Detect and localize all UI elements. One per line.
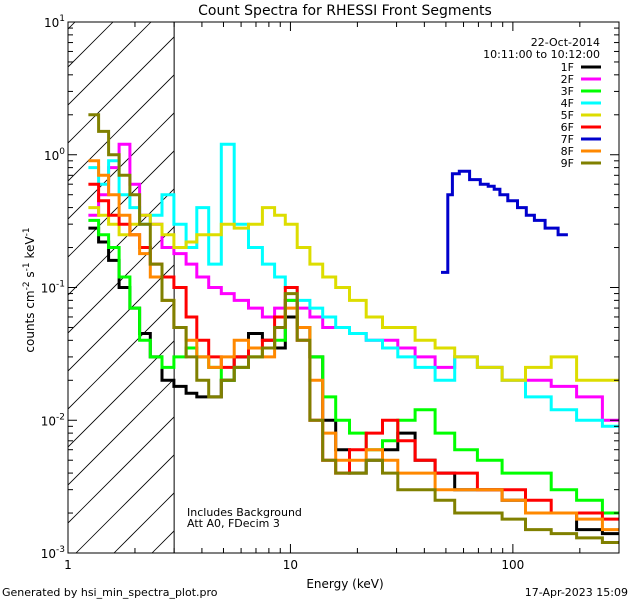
series-layer xyxy=(88,113,619,544)
legend: 22-Oct-2014 10:11:00 to 10:12:00 1F2F3F4… xyxy=(483,36,601,170)
legend-time-range: 10:11:00 to 10:12:00 xyxy=(483,48,600,61)
legend-date: 22-Oct-2014 xyxy=(531,36,600,49)
legend-label-9F: 9F xyxy=(561,157,574,170)
footer-timestamp: 17-Apr-2023 15:09 xyxy=(525,586,628,599)
hatch-line xyxy=(68,36,175,144)
x-tick-label: 10 xyxy=(283,558,298,572)
legend-label-4F: 4F xyxy=(561,97,574,110)
hatch-line xyxy=(68,226,175,334)
y-tick-label: 10-1 xyxy=(41,280,65,296)
hatch-line xyxy=(68,416,175,524)
annotation-background: Includes Background xyxy=(187,506,302,519)
hatch-line xyxy=(68,74,175,182)
hatch-line xyxy=(68,264,175,372)
legend-label-8F: 8F xyxy=(561,145,574,158)
series-5F xyxy=(88,206,619,382)
chart-title: Count Spectra for RHESSI Front Segments xyxy=(198,3,492,19)
legend-label-6F: 6F xyxy=(561,121,574,134)
legend-label-7F: 7F xyxy=(561,133,574,146)
y-tick-label: 101 xyxy=(44,14,65,30)
y-tick-label: 10-3 xyxy=(41,545,65,561)
y-label-part-3: keV xyxy=(23,236,37,263)
y-label-part-1: counts cm xyxy=(23,290,37,352)
axis-ticks: 1 10 100 10-3 10-2 10-1 100 101 xyxy=(41,14,620,572)
series-9F xyxy=(88,113,619,544)
x-tick-label: 1 xyxy=(64,558,72,572)
legend-label-3F: 3F xyxy=(561,85,574,98)
y-label-exp-1: -2 xyxy=(22,281,32,290)
x-axis-label: Energy (keV) xyxy=(306,577,383,591)
y-label-part-2: s xyxy=(23,271,37,281)
legend-label-5F: 5F xyxy=(561,109,574,122)
legend-label-2F: 2F xyxy=(561,73,574,86)
y-tick-label: 100 xyxy=(44,147,65,163)
series-7F xyxy=(441,169,568,274)
hatch-line xyxy=(75,454,175,553)
y-label-exp-2: -1 xyxy=(22,262,32,271)
x-tick-label: 100 xyxy=(501,558,524,572)
footer-generated-by: Generated by hsi_min_spectra_plot.pro xyxy=(2,586,218,599)
y-axis-label: counts cm-2 s-1 keV-1 xyxy=(22,227,37,352)
y-label-exp-3: -1 xyxy=(22,227,32,236)
legend-label-1F: 1F xyxy=(561,61,574,74)
y-tick-label: 10-2 xyxy=(41,412,65,428)
annotation-attenuator: Att A0, FDecim 3 xyxy=(187,517,280,530)
series-4F xyxy=(88,142,619,428)
hatch-line xyxy=(68,378,175,486)
